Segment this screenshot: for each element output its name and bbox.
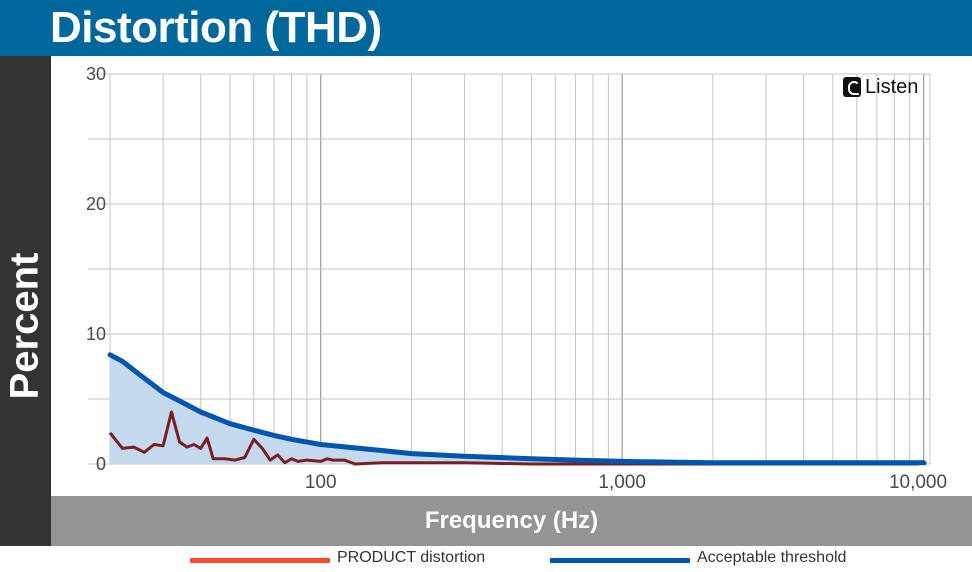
x-tick-label: 1,000: [598, 472, 646, 493]
listen-watermark: Listen: [843, 76, 918, 98]
threshold-area-layer: [110, 354, 924, 464]
chart-title: Distortion (THD): [50, 3, 382, 52]
x-axis-label-bar: Frequency (Hz): [51, 496, 972, 546]
y-axis-label-bar: Percent: [0, 56, 51, 546]
watermark-text: Listen: [865, 75, 919, 98]
y-tick-label: 10: [86, 324, 106, 344]
tick-labels: 0 10 20 30 100 1,000 10,000: [86, 64, 947, 493]
listen-logo-icon: [843, 77, 861, 97]
y-tick-label: 30: [86, 64, 106, 84]
y-tick-label: 0: [96, 454, 106, 474]
legend: PRODUCT distortion Acceptable threshold: [0, 546, 972, 572]
threshold-area: [110, 354, 924, 464]
series-lines: [107, 352, 927, 466]
chart-grid: [88, 73, 931, 465]
series-line-acceptable-threshold: [107, 352, 927, 466]
legend-label-acceptable-threshold: Acceptable threshold: [697, 549, 847, 566]
legend-swatch-acceptable-threshold: [550, 558, 690, 563]
legend-label-product-distortion: PRODUCT distortion: [337, 549, 486, 566]
x-axis-label: Frequency (Hz): [424, 507, 599, 534]
y-tick-label: 20: [86, 194, 106, 214]
chart-plot: 0 10 20 30 100 1,000 10,000: [86, 64, 947, 493]
x-tick-label: 10,000: [889, 472, 947, 493]
series-line-product-distortion: [108, 410, 927, 466]
x-tick-label: 100: [305, 472, 337, 493]
title-bar: Distortion (THD): [0, 0, 972, 56]
legend-swatch-product-distortion: [190, 558, 330, 563]
